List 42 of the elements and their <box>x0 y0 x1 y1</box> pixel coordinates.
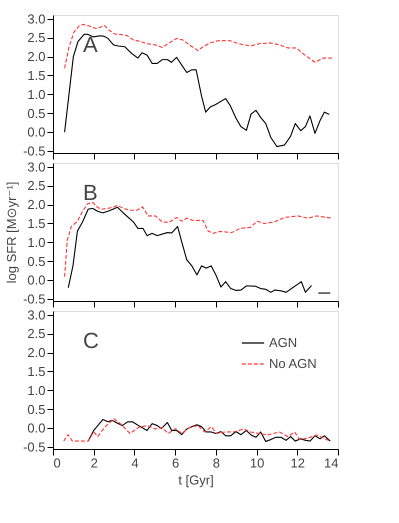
y-axis-title: log SFR [M⊙yr⁻¹] <box>4 182 20 284</box>
y-tick-label: 2.0 <box>27 345 46 360</box>
x-tick-label: 14 <box>324 456 338 470</box>
y-tick-label: 3.0 <box>27 159 46 174</box>
x-tick-label: 4 <box>131 456 139 470</box>
x-tick-label: 8 <box>212 456 220 470</box>
y-tick-label: 2.5 <box>27 326 46 342</box>
y-tick-label: 2.0 <box>27 49 46 64</box>
y-tick-label: 2.5 <box>27 178 46 194</box>
y-tick-label: 0.5 <box>27 402 46 417</box>
y-tick-label: 0.0 <box>27 420 46 436</box>
y-tick-label: 3.0 <box>27 307 46 322</box>
y-tick-label: 0.5 <box>27 254 46 269</box>
y-tick-label: 1.0 <box>27 86 46 102</box>
x-tick-label: 12 <box>290 456 306 470</box>
x-tick-label: 2 <box>90 456 98 470</box>
y-tick-label: 0.0 <box>27 272 46 288</box>
y-tick-label: 2.5 <box>27 30 46 46</box>
y-tick-label: 0.0 <box>27 124 46 140</box>
line-series <box>64 202 332 278</box>
x-axis-title: t [Gyr] <box>178 472 214 488</box>
line-series <box>64 24 332 69</box>
y-tick-label: 1.0 <box>27 382 46 398</box>
annotation: C <box>83 328 99 353</box>
y-tick-label: 1.5 <box>27 68 46 83</box>
y-tick-label: 1.5 <box>27 364 46 379</box>
x-tick-label: 0 <box>54 456 61 470</box>
y-tick-label: -0.5 <box>23 144 46 159</box>
y-tick-label: 0.5 <box>27 106 46 121</box>
y-tick-label: 1.0 <box>27 234 46 250</box>
y-tick-label: 1.5 <box>27 216 46 231</box>
y-tick-label: 2.0 <box>27 197 46 212</box>
annotation: B <box>83 180 98 205</box>
y-tick-label: -0.5 <box>23 440 46 455</box>
annotation: A <box>83 32 98 57</box>
line-series <box>64 34 330 148</box>
y-tick-label: -0.5 <box>23 292 46 307</box>
x-tick-label: 6 <box>172 456 180 470</box>
legend-label: No AGN <box>269 356 317 371</box>
x-tick-label: 10 <box>250 456 264 470</box>
legend-label: AGN <box>269 335 298 350</box>
y-tick-label: 3.0 <box>27 11 46 26</box>
